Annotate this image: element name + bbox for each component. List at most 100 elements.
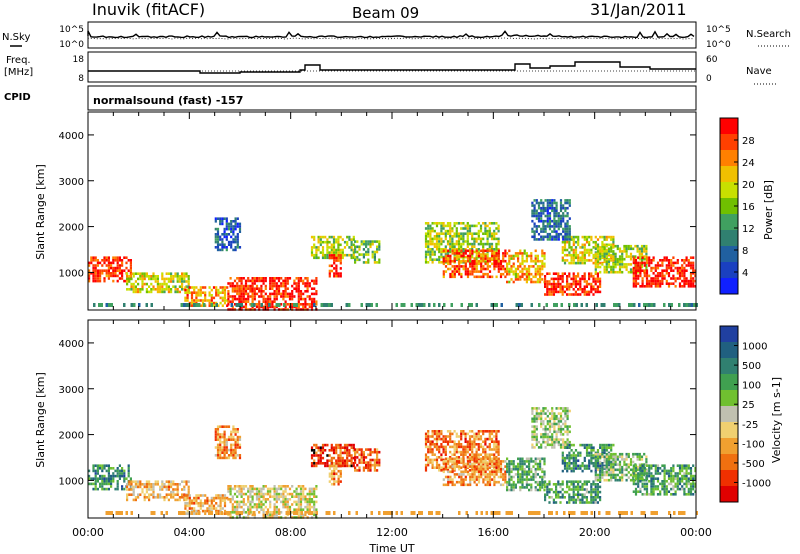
echo-cell bbox=[225, 246, 228, 249]
echo-cell bbox=[221, 240, 224, 244]
echo-cell bbox=[541, 259, 544, 263]
echo-cell bbox=[678, 282, 682, 285]
echo-cell bbox=[148, 488, 151, 491]
echo-cell bbox=[525, 275, 528, 279]
echo-cell bbox=[438, 432, 441, 436]
echo-cell bbox=[594, 452, 597, 456]
echo-cell bbox=[159, 288, 162, 291]
echo-cell bbox=[632, 274, 635, 278]
echo-cell bbox=[94, 487, 97, 491]
echo-cell bbox=[446, 435, 450, 438]
echo-cell bbox=[521, 480, 524, 484]
echo-cell bbox=[557, 483, 560, 486]
echo-cell bbox=[324, 253, 327, 257]
echo-cell bbox=[275, 295, 278, 298]
echo-cell bbox=[570, 498, 573, 502]
echo-cell bbox=[559, 209, 563, 213]
echo-cell bbox=[493, 430, 496, 433]
echo-cell bbox=[442, 249, 445, 253]
echo-cell bbox=[557, 493, 560, 496]
echo-cell bbox=[304, 513, 307, 517]
echo-cell bbox=[479, 242, 483, 246]
echo-cell bbox=[96, 272, 99, 275]
echo-cell bbox=[546, 235, 549, 239]
echo-cell bbox=[313, 235, 316, 239]
echo-cell bbox=[453, 465, 456, 468]
echo-cell bbox=[429, 240, 432, 243]
echo-cell bbox=[433, 430, 436, 433]
echo-cell bbox=[453, 448, 456, 451]
echo-cell bbox=[544, 277, 547, 281]
echo-cell bbox=[484, 473, 487, 476]
echo-cell bbox=[568, 199, 571, 202]
echo-cell bbox=[495, 445, 498, 449]
echo-cell bbox=[193, 499, 196, 502]
echo-cell bbox=[449, 272, 452, 276]
echo-cell bbox=[242, 290, 245, 293]
echo-cell bbox=[236, 500, 239, 504]
echo-cell bbox=[659, 259, 662, 262]
echo-cell bbox=[313, 487, 316, 491]
echo-cell bbox=[286, 498, 289, 501]
echo-cell bbox=[358, 248, 361, 251]
echo-cell bbox=[566, 483, 569, 486]
echo-cell bbox=[88, 272, 91, 275]
echo-cell bbox=[528, 467, 531, 471]
echo-cell bbox=[376, 469, 379, 472]
echo-cell bbox=[440, 445, 443, 449]
echo-cell bbox=[557, 275, 560, 278]
echo-cell bbox=[231, 498, 234, 501]
echo-cell bbox=[358, 458, 361, 462]
echo-cell bbox=[460, 249, 463, 253]
echo-cell bbox=[446, 466, 450, 469]
echo-cell bbox=[559, 485, 562, 489]
echo-cell bbox=[178, 483, 181, 486]
echo-cell bbox=[490, 437, 494, 441]
echo-cell bbox=[332, 446, 336, 449]
echo-cell bbox=[508, 257, 511, 260]
echo-cell bbox=[596, 252, 600, 256]
echo-cell bbox=[112, 274, 115, 278]
echo-cell bbox=[339, 274, 342, 278]
echo-cell bbox=[346, 253, 349, 257]
echo-cell bbox=[477, 448, 480, 451]
echo-cell bbox=[341, 238, 344, 241]
echo-cell bbox=[440, 222, 443, 225]
echo-cell bbox=[471, 448, 474, 451]
echo-cell bbox=[277, 277, 281, 280]
echo-cell bbox=[306, 290, 309, 293]
echo-cell bbox=[238, 246, 242, 249]
echo-cell bbox=[433, 258, 436, 261]
echo-cell bbox=[517, 275, 520, 279]
echo-cell bbox=[480, 460, 483, 463]
echo-cell bbox=[568, 464, 571, 468]
echo-cell bbox=[548, 496, 551, 499]
echo-cell bbox=[534, 467, 537, 471]
echo-cell bbox=[599, 469, 602, 473]
echo-cell bbox=[581, 496, 584, 499]
echo-cell bbox=[517, 252, 520, 255]
echo-cell bbox=[468, 445, 472, 449]
echo-cell bbox=[490, 258, 494, 261]
echo-cell bbox=[373, 450, 376, 454]
echo-cell bbox=[88, 274, 91, 278]
echo-cell bbox=[694, 269, 697, 272]
echo-cell bbox=[473, 237, 476, 241]
echo-cell bbox=[607, 243, 611, 247]
echo-cell bbox=[170, 483, 173, 486]
echo-cell bbox=[583, 501, 586, 504]
echo-cell bbox=[455, 480, 459, 484]
echo-cell bbox=[561, 488, 564, 491]
echo-cell bbox=[488, 475, 492, 479]
echo-cell bbox=[535, 212, 538, 215]
echo-cell bbox=[350, 246, 353, 249]
echo-cell bbox=[94, 256, 97, 259]
echo-cell bbox=[510, 486, 513, 489]
echo-cell bbox=[343, 240, 347, 244]
echo-cell bbox=[535, 225, 538, 228]
echo-cell bbox=[534, 480, 537, 484]
echo-cell bbox=[625, 247, 628, 251]
echo-cell bbox=[603, 268, 606, 271]
echo-cell bbox=[369, 245, 372, 249]
echo-cell bbox=[607, 460, 611, 464]
